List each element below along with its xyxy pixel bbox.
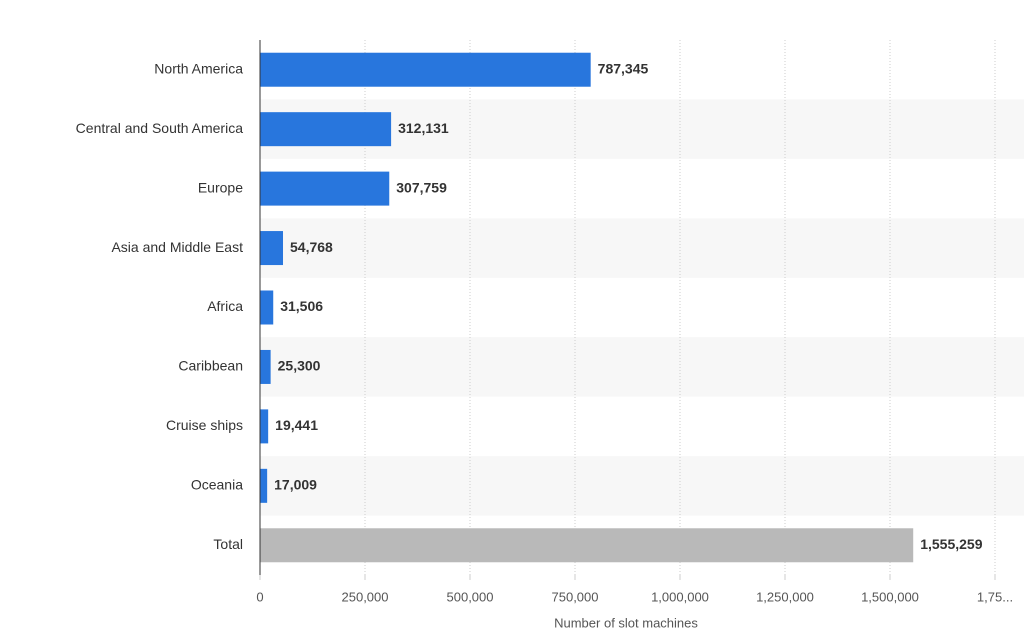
x-tick-label: 1,500,000 [861,589,919,604]
data-label: 25,300 [278,358,321,374]
y-tick-label: Central and South America [76,120,244,136]
x-tick-label: 500,000 [447,589,494,604]
x-tick-label: 750,000 [552,589,599,604]
data-label: 17,009 [274,477,317,493]
y-tick-label: Caribbean [178,358,243,374]
bar [260,171,390,206]
row-band [260,337,1024,397]
bar [260,528,914,563]
bar [260,52,591,87]
bar [260,468,268,503]
bar [260,231,284,266]
data-label: 1,555,259 [920,536,982,552]
y-tick-label: Europe [198,179,243,195]
y-tick-label: Asia and Middle East [111,239,243,255]
bar [260,409,269,444]
y-tick-label: Africa [207,298,243,314]
y-tick-label: Cruise ships [166,417,243,433]
data-label: 312,131 [398,120,449,136]
x-axis-label: Number of slot machines [554,615,698,630]
x-tick-label: 1,250,000 [756,589,814,604]
bar [260,112,392,147]
x-tick-label: 1,000,000 [651,589,709,604]
x-tick-label: 1,75... [977,589,1013,604]
data-label: 19,441 [275,417,318,433]
data-label: 54,768 [290,239,333,255]
x-tick-label: 0 [256,589,263,604]
y-tick-label: Total [213,536,243,552]
bar [260,349,271,384]
data-label: 787,345 [598,60,649,76]
row-backgrounds [260,99,1024,516]
row-band [260,456,1024,516]
row-band [260,218,1024,278]
y-tick-label: Oceania [191,477,243,493]
bar [260,290,274,325]
x-tick-label: 250,000 [342,589,389,604]
data-label: 307,759 [396,179,447,195]
y-tick-label: North America [154,60,243,76]
data-label: 31,506 [280,298,323,314]
